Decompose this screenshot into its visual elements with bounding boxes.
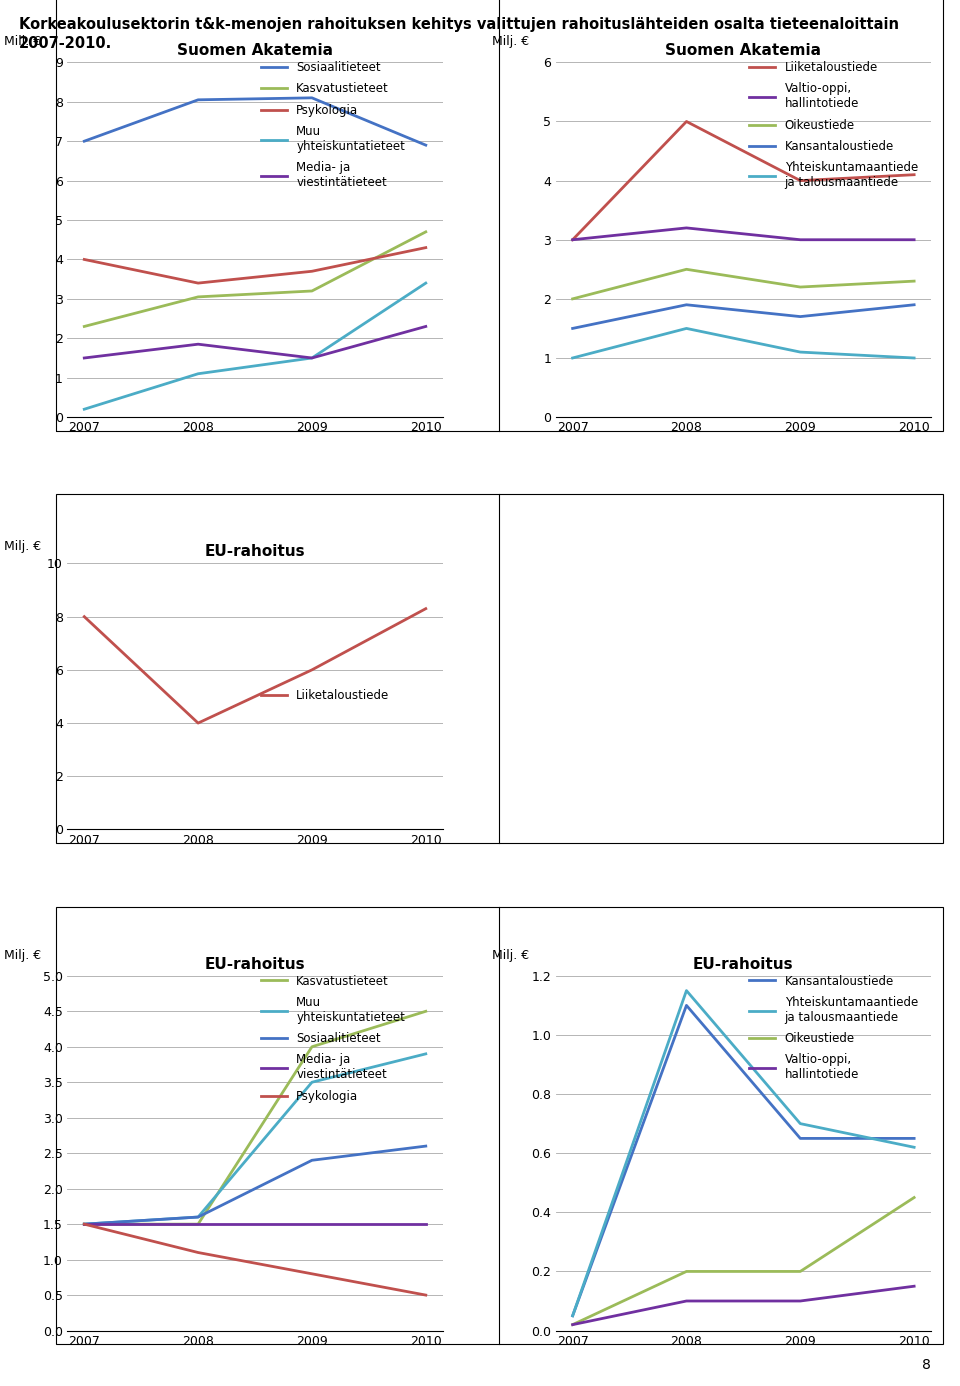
Legend: Liiketaloustiede, Valtio-oppi,
hallintotiede, Oikeustiede, Kansantaloustiede, Yh: Liiketaloustiede, Valtio-oppi, hallintot…	[749, 61, 918, 190]
Title: Suomen Akatemia: Suomen Akatemia	[665, 43, 822, 58]
Legend: Kansantaloustiede, Yhteiskuntamaantiede
ja talousmaantiede, Oikeustiede, Valtio-: Kansantaloustiede, Yhteiskuntamaantiede …	[749, 974, 918, 1081]
Text: 2007-2010.: 2007-2010.	[19, 36, 112, 51]
Legend: Liiketaloustiede: Liiketaloustiede	[261, 689, 390, 703]
Legend: Kasvatustieteet, Muu
yhteiskuntatieteet, Sosiaalitieteet, Media- ja
viestintätie: Kasvatustieteet, Muu yhteiskuntatieteet,…	[261, 974, 405, 1103]
Y-axis label: Milj. €: Milj. €	[492, 35, 529, 49]
Y-axis label: Milj. €: Milj. €	[4, 35, 40, 49]
Y-axis label: Milj. €: Milj. €	[4, 539, 40, 553]
Title: Suomen Akatemia: Suomen Akatemia	[177, 43, 333, 58]
Title: EU-rahoitus: EU-rahoitus	[204, 956, 305, 972]
Legend: Sosiaalitieteet, Kasvatustieteet, Psykologia, Muu
yhteiskuntatieteet, Media- ja
: Sosiaalitieteet, Kasvatustieteet, Psykol…	[261, 61, 405, 190]
Title: EU-rahoitus: EU-rahoitus	[204, 545, 305, 560]
Title: EU-rahoitus: EU-rahoitus	[693, 956, 794, 972]
Y-axis label: Milj. €: Milj. €	[4, 948, 40, 962]
Text: Korkeakoulusektorin t&k-menojen rahoituksen kehitys valittujen rahoituslähteiden: Korkeakoulusektorin t&k-menojen rahoituk…	[19, 17, 900, 32]
Text: 8: 8	[923, 1358, 931, 1372]
Y-axis label: Milj. €: Milj. €	[492, 948, 529, 962]
